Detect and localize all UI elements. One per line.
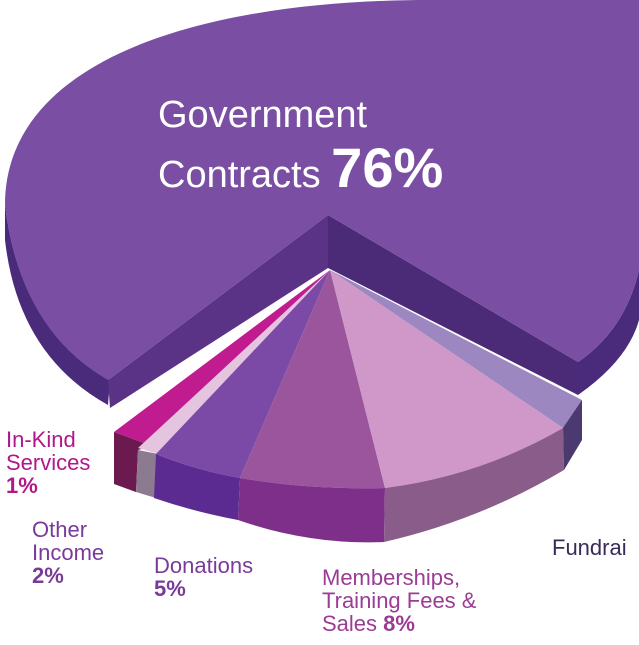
gov-percent: 76% xyxy=(331,135,444,199)
label-memberships: Memberships, Training Fees & Sales 8% xyxy=(322,566,476,635)
pie-slice-government-contracts xyxy=(5,0,639,408)
gov-right-wall xyxy=(578,270,639,395)
other-label-line1: Other xyxy=(32,517,88,542)
mem-side xyxy=(238,478,385,543)
gov-label-line1: Government xyxy=(158,94,368,136)
don-side xyxy=(154,454,240,520)
fund-side xyxy=(384,428,564,542)
inkind-label-line2: Services xyxy=(6,450,91,476)
fund-label-line1: Fundrai xyxy=(552,535,627,560)
inkind-percent: 1% xyxy=(6,473,38,499)
label-in-kind-services: In-Kind Services 1% xyxy=(6,428,90,498)
label-government-contracts: Government Contracts 76% xyxy=(158,94,443,199)
gov-inner-wall-right xyxy=(328,215,578,395)
other-label-line2: Income xyxy=(32,540,105,566)
label-fundraising: Fundrai xyxy=(552,536,627,559)
gov-top xyxy=(5,0,639,380)
lav-top xyxy=(330,270,582,428)
don-top xyxy=(156,270,330,478)
inkind-label-line1: In-Kind xyxy=(6,427,76,452)
label-donations: Donations 5% xyxy=(154,554,253,601)
mem-percent: 8% xyxy=(383,611,415,637)
mem-label-line3: Sales 8% xyxy=(322,612,476,635)
pie-slice-fundraising xyxy=(330,270,564,542)
label-other-income: Other Income 2% xyxy=(32,518,104,588)
pie-slice-donations xyxy=(154,270,330,520)
gov-label-line2-text: Contracts xyxy=(158,153,332,196)
gov-side-wall xyxy=(5,205,110,405)
don-percent: 5% xyxy=(154,576,186,602)
inkind-top xyxy=(114,270,330,446)
gov-inner-wall-left xyxy=(108,215,328,408)
lav-side xyxy=(563,400,582,470)
pie-slice-other-income xyxy=(136,270,330,498)
pie-slice-memberships xyxy=(238,270,385,543)
mem-label-line1: Memberships, xyxy=(322,565,461,590)
other-percent: 2% xyxy=(32,563,64,589)
gov-label-line2: Contracts 76% xyxy=(158,135,444,200)
fund-top xyxy=(330,270,563,488)
other-top xyxy=(138,270,330,454)
mem-label-line2: Training Fees & xyxy=(322,588,477,614)
mem-label-line3-text: Sales xyxy=(322,611,384,637)
other-side xyxy=(136,450,158,498)
don-label-line1: Donations xyxy=(154,553,254,578)
pie-slice-small-lavender xyxy=(330,270,582,470)
mem-top xyxy=(240,270,385,489)
